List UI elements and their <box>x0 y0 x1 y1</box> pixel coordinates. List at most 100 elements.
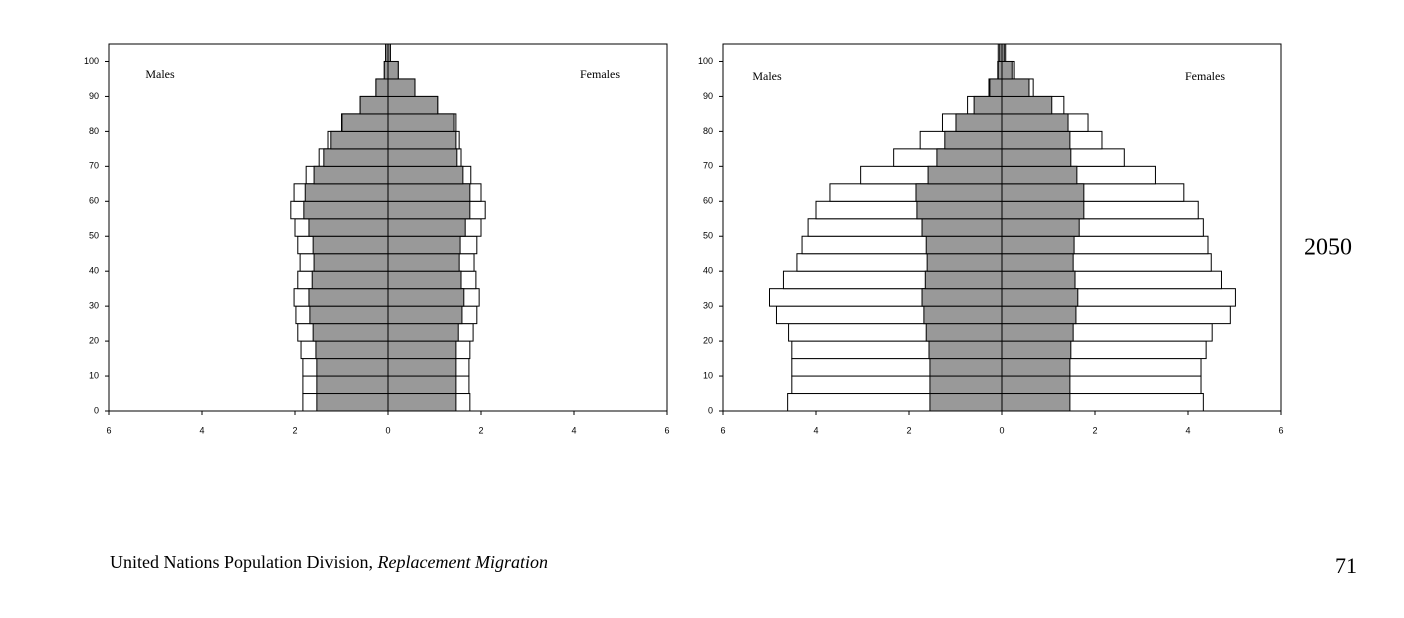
bar <box>1001 130 1071 150</box>
bar <box>1001 148 1072 167</box>
y-tick-label: 0 <box>94 405 99 415</box>
bar <box>921 288 1003 307</box>
x-tick-label: 6 <box>1278 425 1283 435</box>
bar <box>936 148 1003 167</box>
bar <box>383 60 389 80</box>
annotation: Males <box>145 67 175 81</box>
bar <box>312 235 389 255</box>
x-tick-label: 4 <box>813 425 818 435</box>
bar <box>924 270 1003 290</box>
y-tick-label: 20 <box>703 335 713 345</box>
bar <box>1001 183 1085 202</box>
bar <box>387 235 461 255</box>
y-tick-label: 0 <box>708 405 713 415</box>
bar <box>1001 60 1013 80</box>
bar <box>312 323 389 342</box>
x-tick-label: 6 <box>720 425 725 435</box>
bar <box>955 113 1003 132</box>
annotation: Females <box>580 67 620 81</box>
bar <box>316 358 389 377</box>
x-tick-label: 6 <box>106 425 111 435</box>
bar <box>387 393 457 412</box>
y-tick-label: 10 <box>89 370 99 380</box>
y-tick-label: 40 <box>703 266 713 276</box>
y-tick-label: 80 <box>703 126 713 136</box>
y-tick-label: 40 <box>89 266 99 276</box>
bar <box>387 200 471 220</box>
y-tick-label: 100 <box>84 56 99 66</box>
y-tick-label: 10 <box>703 370 713 380</box>
page-number: 71 <box>1335 553 1357 578</box>
bar <box>359 95 389 115</box>
bar <box>387 288 465 307</box>
x-tick-label: 2 <box>906 425 911 435</box>
bar <box>1001 305 1077 325</box>
footer-italic: Replacement Migration <box>377 552 548 572</box>
bar <box>923 305 1003 325</box>
bar <box>330 130 389 150</box>
bar <box>303 200 389 220</box>
bar <box>375 78 389 97</box>
y-tick-label: 20 <box>89 335 99 345</box>
y-tick-label: 90 <box>703 91 713 101</box>
annotation: Males <box>752 69 782 83</box>
bar <box>1001 288 1079 307</box>
bar <box>387 218 466 237</box>
bar <box>309 305 389 325</box>
y-tick-label: 70 <box>89 161 99 171</box>
bar <box>921 218 1003 237</box>
bar <box>341 113 389 132</box>
bar <box>916 200 1003 220</box>
bar <box>387 60 399 80</box>
bar <box>1001 253 1074 272</box>
bar <box>1001 340 1072 360</box>
bar <box>1001 113 1069 132</box>
annotation: Females <box>1185 69 1225 83</box>
bar <box>308 288 389 307</box>
bar <box>944 130 1003 150</box>
bar <box>387 95 439 115</box>
y-tick-label: 70 <box>703 161 713 171</box>
bar <box>316 393 389 412</box>
bar <box>387 183 471 202</box>
bar <box>925 235 1003 255</box>
bar <box>313 253 389 272</box>
bar <box>1001 358 1071 377</box>
bar <box>1001 165 1078 185</box>
y-tick-label: 100 <box>698 56 713 66</box>
x-tick-label: 0 <box>999 425 1004 435</box>
y-tick-label: 60 <box>89 196 99 206</box>
bar <box>1001 95 1053 115</box>
bar <box>997 60 1003 80</box>
y-tick-label: 90 <box>89 91 99 101</box>
bar <box>926 253 1003 272</box>
bar <box>928 340 1003 360</box>
bar <box>915 183 1003 202</box>
bar <box>929 358 1003 377</box>
bar <box>1001 218 1080 237</box>
bar <box>989 78 1003 97</box>
y-tick-label: 50 <box>703 231 713 241</box>
bar <box>1001 78 1030 97</box>
x-tick-label: 0 <box>385 425 390 435</box>
bar <box>304 183 389 202</box>
x-tick-label: 2 <box>1092 425 1097 435</box>
bar <box>316 375 389 395</box>
side-label: 2050 <box>1304 235 1352 261</box>
bar <box>313 165 389 185</box>
x-tick-label: 6 <box>664 425 669 435</box>
x-tick-label: 2 <box>478 425 483 435</box>
x-tick-label: 4 <box>1185 425 1190 435</box>
x-tick-label: 4 <box>199 425 204 435</box>
x-tick-label: 2 <box>292 425 297 435</box>
bar <box>311 270 389 290</box>
bar <box>1001 270 1076 290</box>
bar <box>929 393 1003 412</box>
footer-text: United Nations Population Division, <box>110 552 373 572</box>
bar <box>387 253 460 272</box>
bar <box>308 218 389 237</box>
bar <box>925 323 1003 342</box>
y-tick-label: 30 <box>703 301 713 311</box>
bar <box>1001 323 1074 342</box>
